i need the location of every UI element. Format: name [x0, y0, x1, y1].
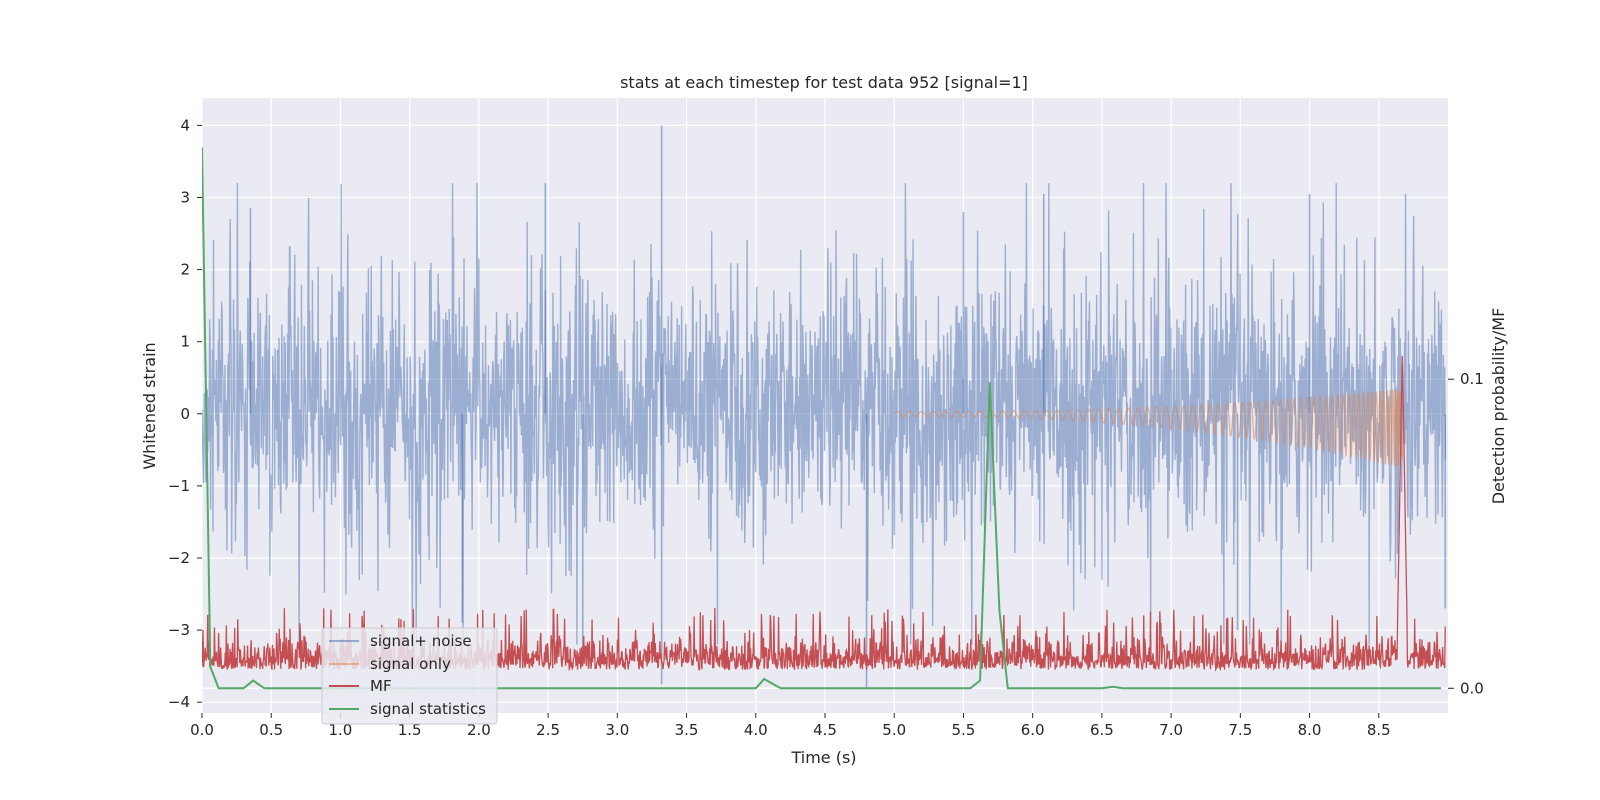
x-tick-label-10: 5.0: [882, 721, 906, 739]
y-tick-label-7: −3: [168, 621, 190, 639]
x-tick-label-15: 7.5: [1228, 721, 1252, 739]
series-group: [202, 125, 1447, 690]
x-tick-label-13: 6.5: [1090, 721, 1114, 739]
y-axis-label: Whitened strain: [140, 342, 159, 469]
chart-title: stats at each timestep for test data 952…: [620, 73, 1028, 92]
y-tick-label-1: 3: [180, 188, 190, 206]
x-tick-label-14: 7.0: [1159, 721, 1183, 739]
x-tick-label-7: 3.5: [675, 721, 699, 739]
legend-label-signal-noise: signal+ noise: [370, 632, 472, 650]
x-tick-label-0: 0.0: [190, 721, 214, 739]
signal-only-series: [893, 389, 1403, 468]
y-tick-label-3: 1: [180, 333, 190, 351]
x-tick-label-17: 8.5: [1367, 721, 1391, 739]
x-tick-label-5: 2.5: [536, 721, 560, 739]
y2-axis-label: Detection probability/MF: [1489, 308, 1508, 505]
y2-tick-label-0: 0.1: [1460, 370, 1484, 388]
y-tick-label-5: −1: [168, 477, 190, 495]
y-axis-ticks: 4 3 2 1 0 −1 −2 −3 −4: [168, 116, 202, 711]
x-axis-label: Time (s): [790, 748, 856, 767]
legend: signal+ noise signal only MF signal stat…: [321, 627, 498, 725]
signal-noise-line: [202, 183, 1446, 645]
x-tick-label-11: 5.5: [952, 721, 976, 739]
x-tick-label-1: 0.5: [259, 721, 283, 739]
legend-label-signal-only: signal only: [370, 655, 451, 673]
y2-tick-label-1: 0.0: [1460, 679, 1484, 697]
x-axis-ticks: 0.0 0.5 1.0 1.5 2.0 2.5 3.0 3.5 4.0 4.5 5.0 5.5 6.0 6…: [190, 713, 1391, 739]
x-tick-label-3: 1.5: [398, 721, 422, 739]
y-tick-label-8: −4: [168, 693, 190, 711]
x-tick-label-2: 1.0: [329, 721, 353, 739]
y2-axis-ticks: 0.1 0.0: [1448, 370, 1484, 697]
y-tick-label-0: 4: [180, 116, 190, 134]
legend-label-mf: MF: [370, 677, 392, 695]
x-tick-label-9: 4.5: [813, 721, 837, 739]
y-tick-label-6: −2: [168, 549, 190, 567]
signal-statistics-line: [202, 147, 1442, 690]
x-tick-label-8: 4.0: [744, 721, 768, 739]
x-tick-label-4: 2.0: [467, 721, 491, 739]
signal-only-line: [893, 389, 1403, 468]
legend-frame: [321, 627, 498, 725]
signal-statistics-series: [202, 147, 1442, 690]
y-tick-label-2: 2: [180, 261, 190, 279]
x-tick-label-12: 6.0: [1021, 721, 1045, 739]
x-tick-label-16: 8.0: [1298, 721, 1322, 739]
legend-label-signal-statistics: signal statistics: [370, 700, 486, 718]
signal-noise-series: [202, 125, 1447, 688]
y-tick-label-4: 0: [180, 405, 190, 423]
x-tick-label-6: 3.0: [605, 721, 629, 739]
